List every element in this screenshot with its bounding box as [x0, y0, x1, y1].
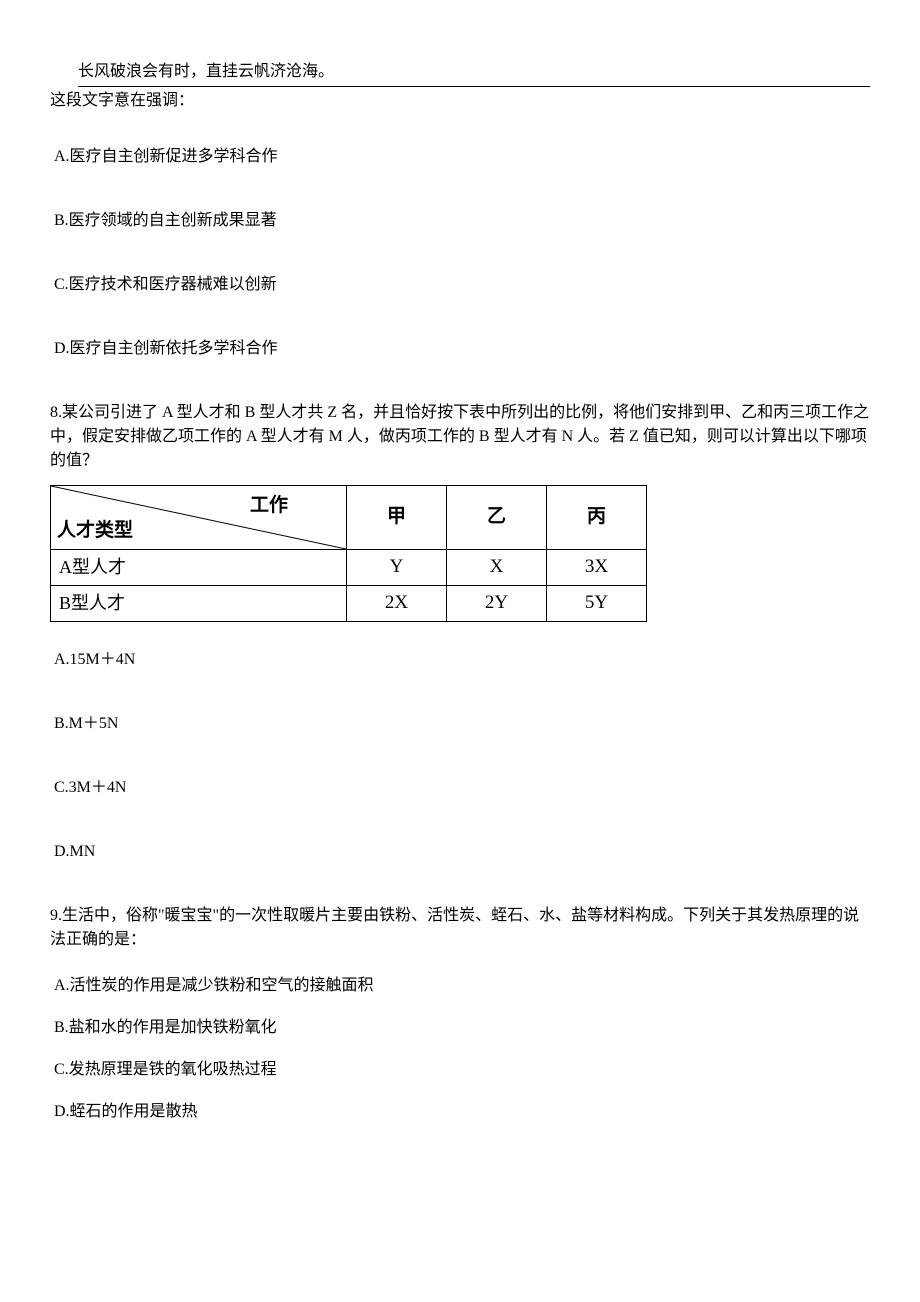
q9-option-c: C.发热原理是铁的氧化吸热过程 — [54, 1058, 870, 1082]
q9-stem: 9.生活中，俗称"暖宝宝"的一次性取暖片主要由铁粉、活性炭、蛭石、水、盐等材料构… — [50, 904, 870, 952]
q8-option-a: A.15M＋4N — [54, 648, 870, 672]
q8-stem: 8.某公司引进了 A 型人才和 B 型人才共 Z 名，并且恰好按下表中所列出的比… — [50, 401, 870, 473]
q8-row1-cell2: 5Y — [547, 586, 647, 622]
q8-row0-cell1: X — [447, 550, 547, 586]
q8-table-corner: 工作 人才类型 — [51, 486, 347, 550]
q8-corner-bottom: 人才类型 — [57, 517, 133, 546]
q7-stem: 这段文字意在强调： — [50, 89, 870, 113]
q7-option-c: C.医疗技术和医疗器械难以创新 — [54, 273, 870, 297]
q8-corner-top: 工作 — [250, 492, 288, 521]
page-header-motto: 长风破浪会有时，直挂云帆济沧海。 — [78, 60, 870, 87]
q8-row1-label: B型人才 — [51, 586, 347, 622]
q8-table: 工作 人才类型 甲 乙 丙 A型人才 Y X 3X B型人才 2X 2Y 5Y — [50, 485, 647, 622]
q8-option-c: C.3M＋4N — [54, 776, 870, 800]
q7-option-b: B.医疗领域的自主创新成果显著 — [54, 209, 870, 233]
question-8: 8.某公司引进了 A 型人才和 B 型人才共 Z 名，并且恰好按下表中所列出的比… — [50, 401, 870, 864]
q9-option-d: D.蛭石的作用是散热 — [54, 1100, 870, 1124]
q9-option-b: B.盐和水的作用是加快铁粉氧化 — [54, 1016, 870, 1040]
q8-row0-label: A型人才 — [51, 550, 347, 586]
q8-col-1: 乙 — [447, 486, 547, 550]
q8-option-b: B.M＋5N — [54, 712, 870, 736]
question-9: 9.生活中，俗称"暖宝宝"的一次性取暖片主要由铁粉、活性炭、蛭石、水、盐等材料构… — [50, 904, 870, 1124]
q7-option-d: D.医疗自主创新依托多学科合作 — [54, 337, 870, 361]
q8-row0-cell0: Y — [347, 550, 447, 586]
q8-row1-cell0: 2X — [347, 586, 447, 622]
q9-option-a: A.活性炭的作用是减少铁粉和空气的接触面积 — [54, 974, 870, 998]
q8-row1-cell1: 2Y — [447, 586, 547, 622]
question-7: 这段文字意在强调： A.医疗自主创新促进多学科合作 B.医疗领域的自主创新成果显… — [50, 89, 870, 361]
q7-option-a: A.医疗自主创新促进多学科合作 — [54, 145, 870, 169]
q8-col-0: 甲 — [347, 486, 447, 550]
table-row: A型人才 Y X 3X — [51, 550, 647, 586]
q8-col-2: 丙 — [547, 486, 647, 550]
table-row: B型人才 2X 2Y 5Y — [51, 586, 647, 622]
q8-option-d: D.MN — [54, 840, 870, 864]
q8-row0-cell2: 3X — [547, 550, 647, 586]
